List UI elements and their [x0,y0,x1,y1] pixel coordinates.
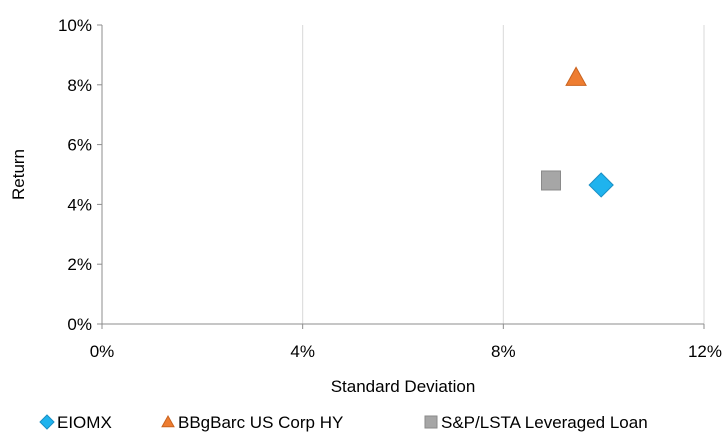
legend-marker-triangle [161,414,175,428]
y-tick-labels: 0% 2% 4% 6% 8% 10% [58,16,102,334]
point-diamond-0 [588,172,614,198]
y-tick-label: 4% [67,195,92,214]
legend-marker-square [424,415,438,429]
legend-label: S&P/LSTA Leveraged Loan [441,413,648,432]
vertical-gridlines [302,25,705,324]
legend: EIOMX BBgBarc US Corp HY S&P/LSTA Leverage… [39,413,648,432]
x-tick-label: 12% [688,342,722,361]
axes [101,25,704,325]
x-tick-label: 0% [90,342,115,361]
y-tick-label: 10% [58,16,92,35]
x-tick-labels: 0% 4% 8% 12% [90,324,722,361]
y-tick-label: 2% [67,255,92,274]
y-tick-label: 8% [67,76,92,95]
point-square-2 [540,170,561,191]
data-points [540,66,614,198]
legend-label: BBgBarc US Corp HY [178,413,343,432]
y-tick-label: 6% [67,136,92,155]
legend-marker-diamond [39,414,55,430]
y-tick-label: 0% [67,315,92,334]
x-tick-label: 4% [290,342,315,361]
legend-label: EIOMX [57,413,112,432]
x-axis-title: Standard Deviation [331,377,476,396]
point-triangle-1 [565,66,587,86]
y-axis-title: Return [9,149,28,200]
x-tick-label: 8% [491,342,516,361]
